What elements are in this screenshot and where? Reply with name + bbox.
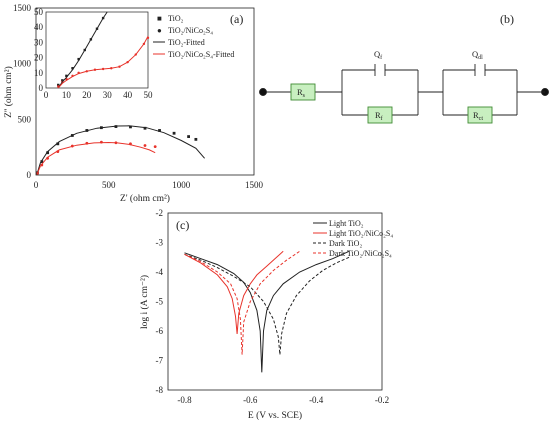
inset-ytick-3: 30 — [34, 37, 44, 47]
a-inset-series-3-line — [57, 36, 149, 89]
inset-xtick-3: 30 — [103, 90, 113, 100]
resistor-rct — [467, 106, 493, 124]
a-xtick-0: 0 — [34, 180, 39, 190]
a-series-0-point — [194, 137, 198, 141]
a-series-0-point — [129, 125, 132, 129]
a-xtick-3: 1500 — [245, 180, 264, 190]
c-ytick-4: -6 — [156, 326, 164, 336]
legend-a-marker-0: ■ — [157, 14, 162, 23]
panel-c-frame — [167, 212, 383, 391]
a-series-0-point — [46, 151, 50, 155]
inset-frame — [45, 11, 149, 89]
c-ytick-5: -7 — [156, 356, 164, 366]
resistor-rf — [367, 106, 393, 124]
a-xtick-1: 500 — [102, 180, 116, 190]
a-ylabel: Z'' (ohm cm²) — [3, 66, 14, 118]
a-inset-series-2-line — [57, 11, 108, 89]
panel-a-legend: ■ TiO₂ ● TiO₂/NiCo₂S₄ TiO₂-Fitted TiO₂/N… — [153, 14, 234, 59]
panel-a-marks — [36, 125, 205, 176]
panel-b-labels: (b) Rs Rf Rct Qf Qdl — [297, 12, 514, 122]
a-inset-series-0-point — [57, 83, 60, 87]
a-series-1-point — [143, 144, 147, 147]
c-ytick-0: -2 — [156, 208, 164, 218]
a-series-1-point — [153, 145, 157, 149]
rct-label: Rct — [473, 110, 483, 122]
legend-a-0: TiO₂ — [168, 14, 184, 23]
legend-c-1: Light TiO₂/NiCo₂S₄ — [329, 229, 393, 238]
legend-a-2: TiO₂-Fitted — [168, 38, 205, 47]
qf-label: Qf — [374, 49, 382, 61]
panel-b — [259, 64, 549, 124]
rs-label: Rs — [297, 87, 306, 99]
inset-ytick-1: 10 — [34, 68, 44, 78]
inset-marks — [57, 11, 150, 89]
c-xtick-2: -0.4 — [309, 395, 324, 405]
c-xlabel: E (V vs. SCE) — [248, 410, 302, 421]
a-ytick-0: 0 — [27, 170, 32, 180]
legend-c-2: Dark TiO₂ — [329, 239, 362, 248]
qdl-label: Qdl — [472, 49, 483, 61]
panel-c-marks — [184, 250, 350, 373]
c-ylabel: log i (A cm⁻²) — [139, 275, 150, 329]
a-ytick-2: 1000 — [13, 59, 32, 69]
c-ytick-2: -4 — [156, 267, 164, 277]
a-xtick-2: 1000 — [172, 180, 191, 190]
inset-xtick-0: 0 — [44, 90, 49, 100]
a-xlabel: Z' (ohm cm²) — [120, 193, 170, 204]
rf-label: Rf — [375, 110, 383, 122]
c-ytick-1: -3 — [156, 238, 164, 248]
a-series-0-point — [172, 131, 176, 135]
legend-a-3: TiO₂/NiCo₂S₄-Fitted — [168, 50, 234, 59]
c-series-0-line — [184, 250, 350, 373]
a-inset-series-0-point — [61, 79, 64, 82]
a-series-0-point — [158, 129, 161, 132]
a-series-2-line — [36, 125, 205, 176]
c-ytick-6: -8 — [156, 385, 164, 395]
c-xtick-3: -0.2 — [375, 395, 389, 405]
a-series-0-point — [187, 135, 190, 138]
inset-ytick-0: 0 — [39, 83, 44, 93]
c-xtick-1: -0.6 — [243, 395, 258, 405]
a-ytick-1: 500 — [18, 114, 32, 124]
inset-ytick-4: 40 — [34, 22, 44, 32]
panel-b-label: (b) — [500, 12, 514, 26]
a-series-0-point — [56, 142, 60, 146]
inset-ytick-5: 50 — [34, 7, 44, 17]
c-series-3-line — [184, 250, 300, 355]
a-series-3-line — [36, 141, 156, 176]
panel-c-label: (c) — [176, 218, 189, 232]
inset-xtick-5: 50 — [144, 90, 154, 100]
c-series-1-line — [184, 250, 284, 334]
c-xtick-0: -0.8 — [177, 395, 192, 405]
legend-c-3: Dark TiO₂/NiCo₂S₄ — [329, 249, 392, 258]
c-ytick-3: -5 — [156, 297, 164, 307]
a-series-0-point — [40, 160, 44, 164]
a-ytick-3: 1500 — [13, 3, 32, 13]
inset-xtick-2: 20 — [82, 90, 92, 100]
inset-ytick-2: 20 — [34, 53, 44, 63]
legend-a-1: TiO₂/NiCo₂S₄ — [168, 26, 213, 35]
a-inset-series-0-point — [77, 57, 80, 61]
terminal-left — [259, 88, 267, 96]
legend-a-marker-1: ● — [157, 26, 162, 35]
a-series-0-point — [143, 126, 147, 130]
resistor-rs — [290, 83, 316, 101]
a-inset-series-0-point — [71, 67, 74, 70]
inset-xtick-4: 40 — [123, 90, 133, 100]
panel-c: (c) -0.8 -0.6 -0.4 -0.2 -2 -3 -4 -5 -6 -… — [139, 208, 393, 421]
panel-c-legend: Light TiO₂ Light TiO₂/NiCo₂S₄ Dark TiO₂ … — [313, 219, 393, 258]
panel-a-frame — [35, 7, 255, 176]
c-series-2-line — [184, 253, 350, 355]
panel-a-label: (a) — [230, 12, 243, 26]
panel-a: (a) 0 500 1000 1500 0 500 1000 1500 Z' (… — [3, 3, 264, 204]
a-inset-series-0-point — [65, 74, 68, 78]
inset-xtick-1: 10 — [62, 90, 72, 100]
legend-c-0: Light TiO₂ — [329, 219, 364, 228]
